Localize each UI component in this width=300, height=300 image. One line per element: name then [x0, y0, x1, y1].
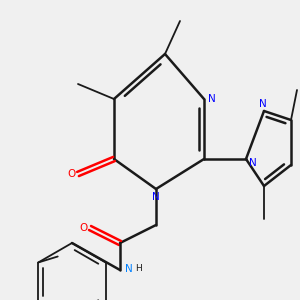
Text: O: O — [67, 169, 76, 179]
Text: N: N — [208, 94, 215, 104]
Text: O: O — [79, 223, 88, 233]
Text: N: N — [125, 263, 133, 274]
Text: N: N — [259, 99, 266, 110]
Text: N: N — [249, 158, 256, 168]
Text: N: N — [152, 191, 160, 202]
Text: H: H — [135, 264, 142, 273]
